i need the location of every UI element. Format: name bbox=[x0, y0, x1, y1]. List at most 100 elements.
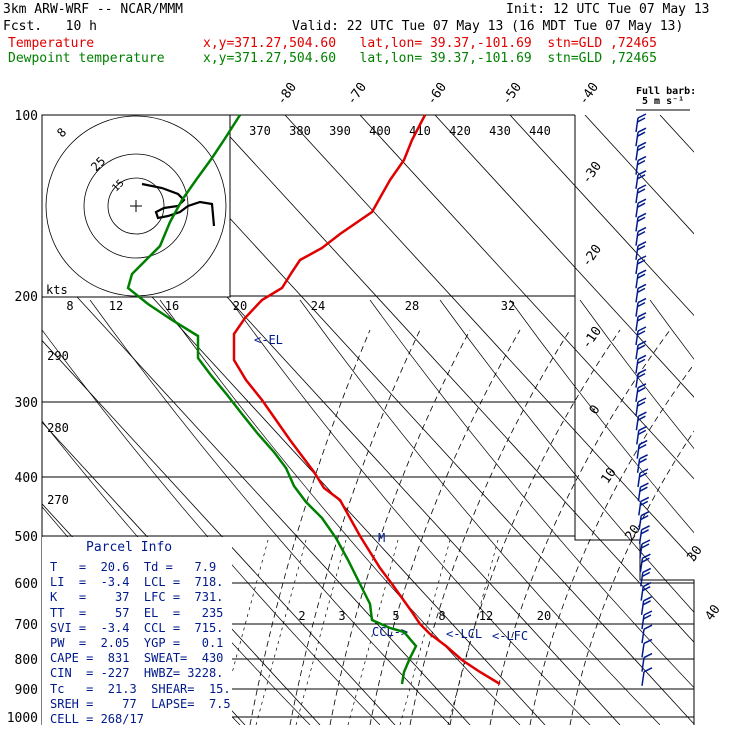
barb-flag bbox=[637, 255, 647, 261]
theta-label: 400 bbox=[369, 124, 391, 138]
barb-flag bbox=[637, 131, 646, 137]
barb-flag bbox=[637, 326, 647, 332]
dry-adiabat-line bbox=[299, 299, 661, 725]
theta-label: 380 bbox=[289, 124, 311, 138]
pressure-label: 200 bbox=[15, 290, 38, 305]
barb-flag bbox=[640, 529, 649, 535]
barb-flag bbox=[639, 472, 648, 478]
barb-flag bbox=[637, 287, 646, 294]
barb-flag bbox=[637, 174, 646, 180]
lfc-marker: <-LFC bbox=[492, 629, 528, 643]
isotherm-line bbox=[359, 115, 694, 480]
barb-flag bbox=[637, 401, 646, 407]
forecast-hour: Fcst. 10 h bbox=[3, 19, 97, 34]
hodo-tick-label: 20 bbox=[233, 299, 247, 313]
model-title: 3km ARW-WRF -- NCAR/MMM bbox=[3, 2, 184, 17]
barb-flag bbox=[637, 145, 646, 152]
barb-flag bbox=[643, 610, 653, 616]
moist-adiabat-line bbox=[409, 329, 571, 725]
isotherm-line bbox=[42, 339, 396, 725]
pressure-label: 100 bbox=[15, 109, 38, 124]
isotherm-label: -70 bbox=[344, 80, 370, 108]
barb-flag bbox=[637, 429, 647, 436]
pressure-label: 300 bbox=[15, 396, 38, 411]
barb-staff bbox=[635, 345, 639, 360]
wind-barb bbox=[635, 127, 647, 147]
wind-barb bbox=[635, 255, 647, 275]
barb-flag bbox=[637, 312, 647, 318]
hodo-tick-label: 12 bbox=[109, 299, 123, 313]
moist-adiabat-line bbox=[489, 329, 671, 725]
barb-flag bbox=[637, 344, 646, 350]
parcel-info-row: Tc = 21.3 SHEAR= 15. bbox=[50, 681, 231, 696]
barb-flag bbox=[640, 514, 649, 521]
wind-barb bbox=[635, 155, 647, 175]
barb-staff bbox=[638, 529, 643, 544]
pressure-label: 400 bbox=[15, 471, 38, 486]
hodo-tick-label: 28 bbox=[405, 299, 419, 313]
barb-flag bbox=[637, 188, 646, 194]
dry-adiabat-line bbox=[42, 420, 311, 725]
barb-staff bbox=[638, 501, 642, 516]
barb-legend-units: 5 m s⁻¹ bbox=[642, 96, 684, 107]
wind-barb bbox=[636, 425, 648, 445]
barb-flag bbox=[638, 439, 648, 446]
barb-flag bbox=[640, 510, 650, 517]
pressure-label: 900 bbox=[15, 683, 38, 698]
pressure-label: 1000 bbox=[7, 711, 38, 726]
barb-flag bbox=[643, 638, 653, 645]
barb-staff bbox=[637, 472, 641, 488]
dry-adiabat-line bbox=[509, 299, 694, 534]
wind-barb bbox=[639, 553, 651, 573]
barb-flag bbox=[637, 155, 647, 162]
dewpoint-profile bbox=[126, 114, 418, 685]
barb-flag bbox=[643, 624, 653, 630]
barb-flag bbox=[637, 259, 646, 265]
barb-flag bbox=[640, 496, 650, 503]
barb-flag bbox=[637, 113, 647, 119]
parcel-info-row: T = 20.6 Td = 7.9 bbox=[50, 560, 217, 574]
mixing-ratio-label: 5 bbox=[392, 609, 399, 623]
wind-barb bbox=[635, 113, 647, 133]
barb-staff bbox=[635, 373, 639, 388]
parcel-info-panel bbox=[42, 537, 232, 725]
barb-staff bbox=[638, 515, 642, 530]
barb-staff bbox=[635, 174, 639, 189]
barb-staff bbox=[640, 586, 644, 601]
moist-adiabat-line bbox=[569, 430, 694, 725]
barb-flag bbox=[637, 202, 646, 208]
barb-staff bbox=[635, 117, 639, 133]
barb-staff bbox=[636, 430, 640, 445]
temperature-profile bbox=[232, 114, 501, 686]
hodo-units: kts bbox=[46, 283, 68, 297]
barb-staff bbox=[641, 614, 645, 630]
wind-barb bbox=[635, 312, 647, 331]
barb-flag bbox=[637, 340, 647, 346]
barb-flag bbox=[637, 397, 647, 403]
parcel-info-row: K = 37 LFC = 731. bbox=[50, 590, 224, 605]
moist-adiabat-line bbox=[529, 363, 694, 725]
barb-flag bbox=[639, 500, 649, 507]
barb-flag bbox=[637, 273, 646, 279]
dry-adiabat-line bbox=[579, 299, 694, 450]
dewpoint-legend-label: Dewpoint temperature bbox=[8, 51, 165, 66]
barb-flag bbox=[642, 553, 651, 559]
isotherm-label: 0 bbox=[587, 402, 604, 417]
isotherm-line bbox=[659, 115, 694, 153]
dry-adiabat-label: 270 bbox=[47, 493, 69, 507]
wind-barb bbox=[641, 667, 653, 686]
barb-flag bbox=[637, 368, 647, 375]
barb-flag bbox=[637, 216, 646, 223]
wind-barb bbox=[635, 170, 647, 189]
moist-adiabat-line bbox=[369, 329, 521, 725]
barb-staff bbox=[641, 671, 645, 686]
barb-staff bbox=[635, 132, 639, 147]
mixing-ratio-label: 20 bbox=[537, 609, 551, 623]
isotherm-line bbox=[434, 115, 694, 398]
barb-staff bbox=[635, 288, 639, 303]
parcel-info-title: Parcel Info bbox=[86, 540, 173, 555]
hodograph-trace bbox=[141, 182, 216, 227]
wind-barb bbox=[635, 269, 647, 289]
barb-flag bbox=[639, 468, 649, 474]
